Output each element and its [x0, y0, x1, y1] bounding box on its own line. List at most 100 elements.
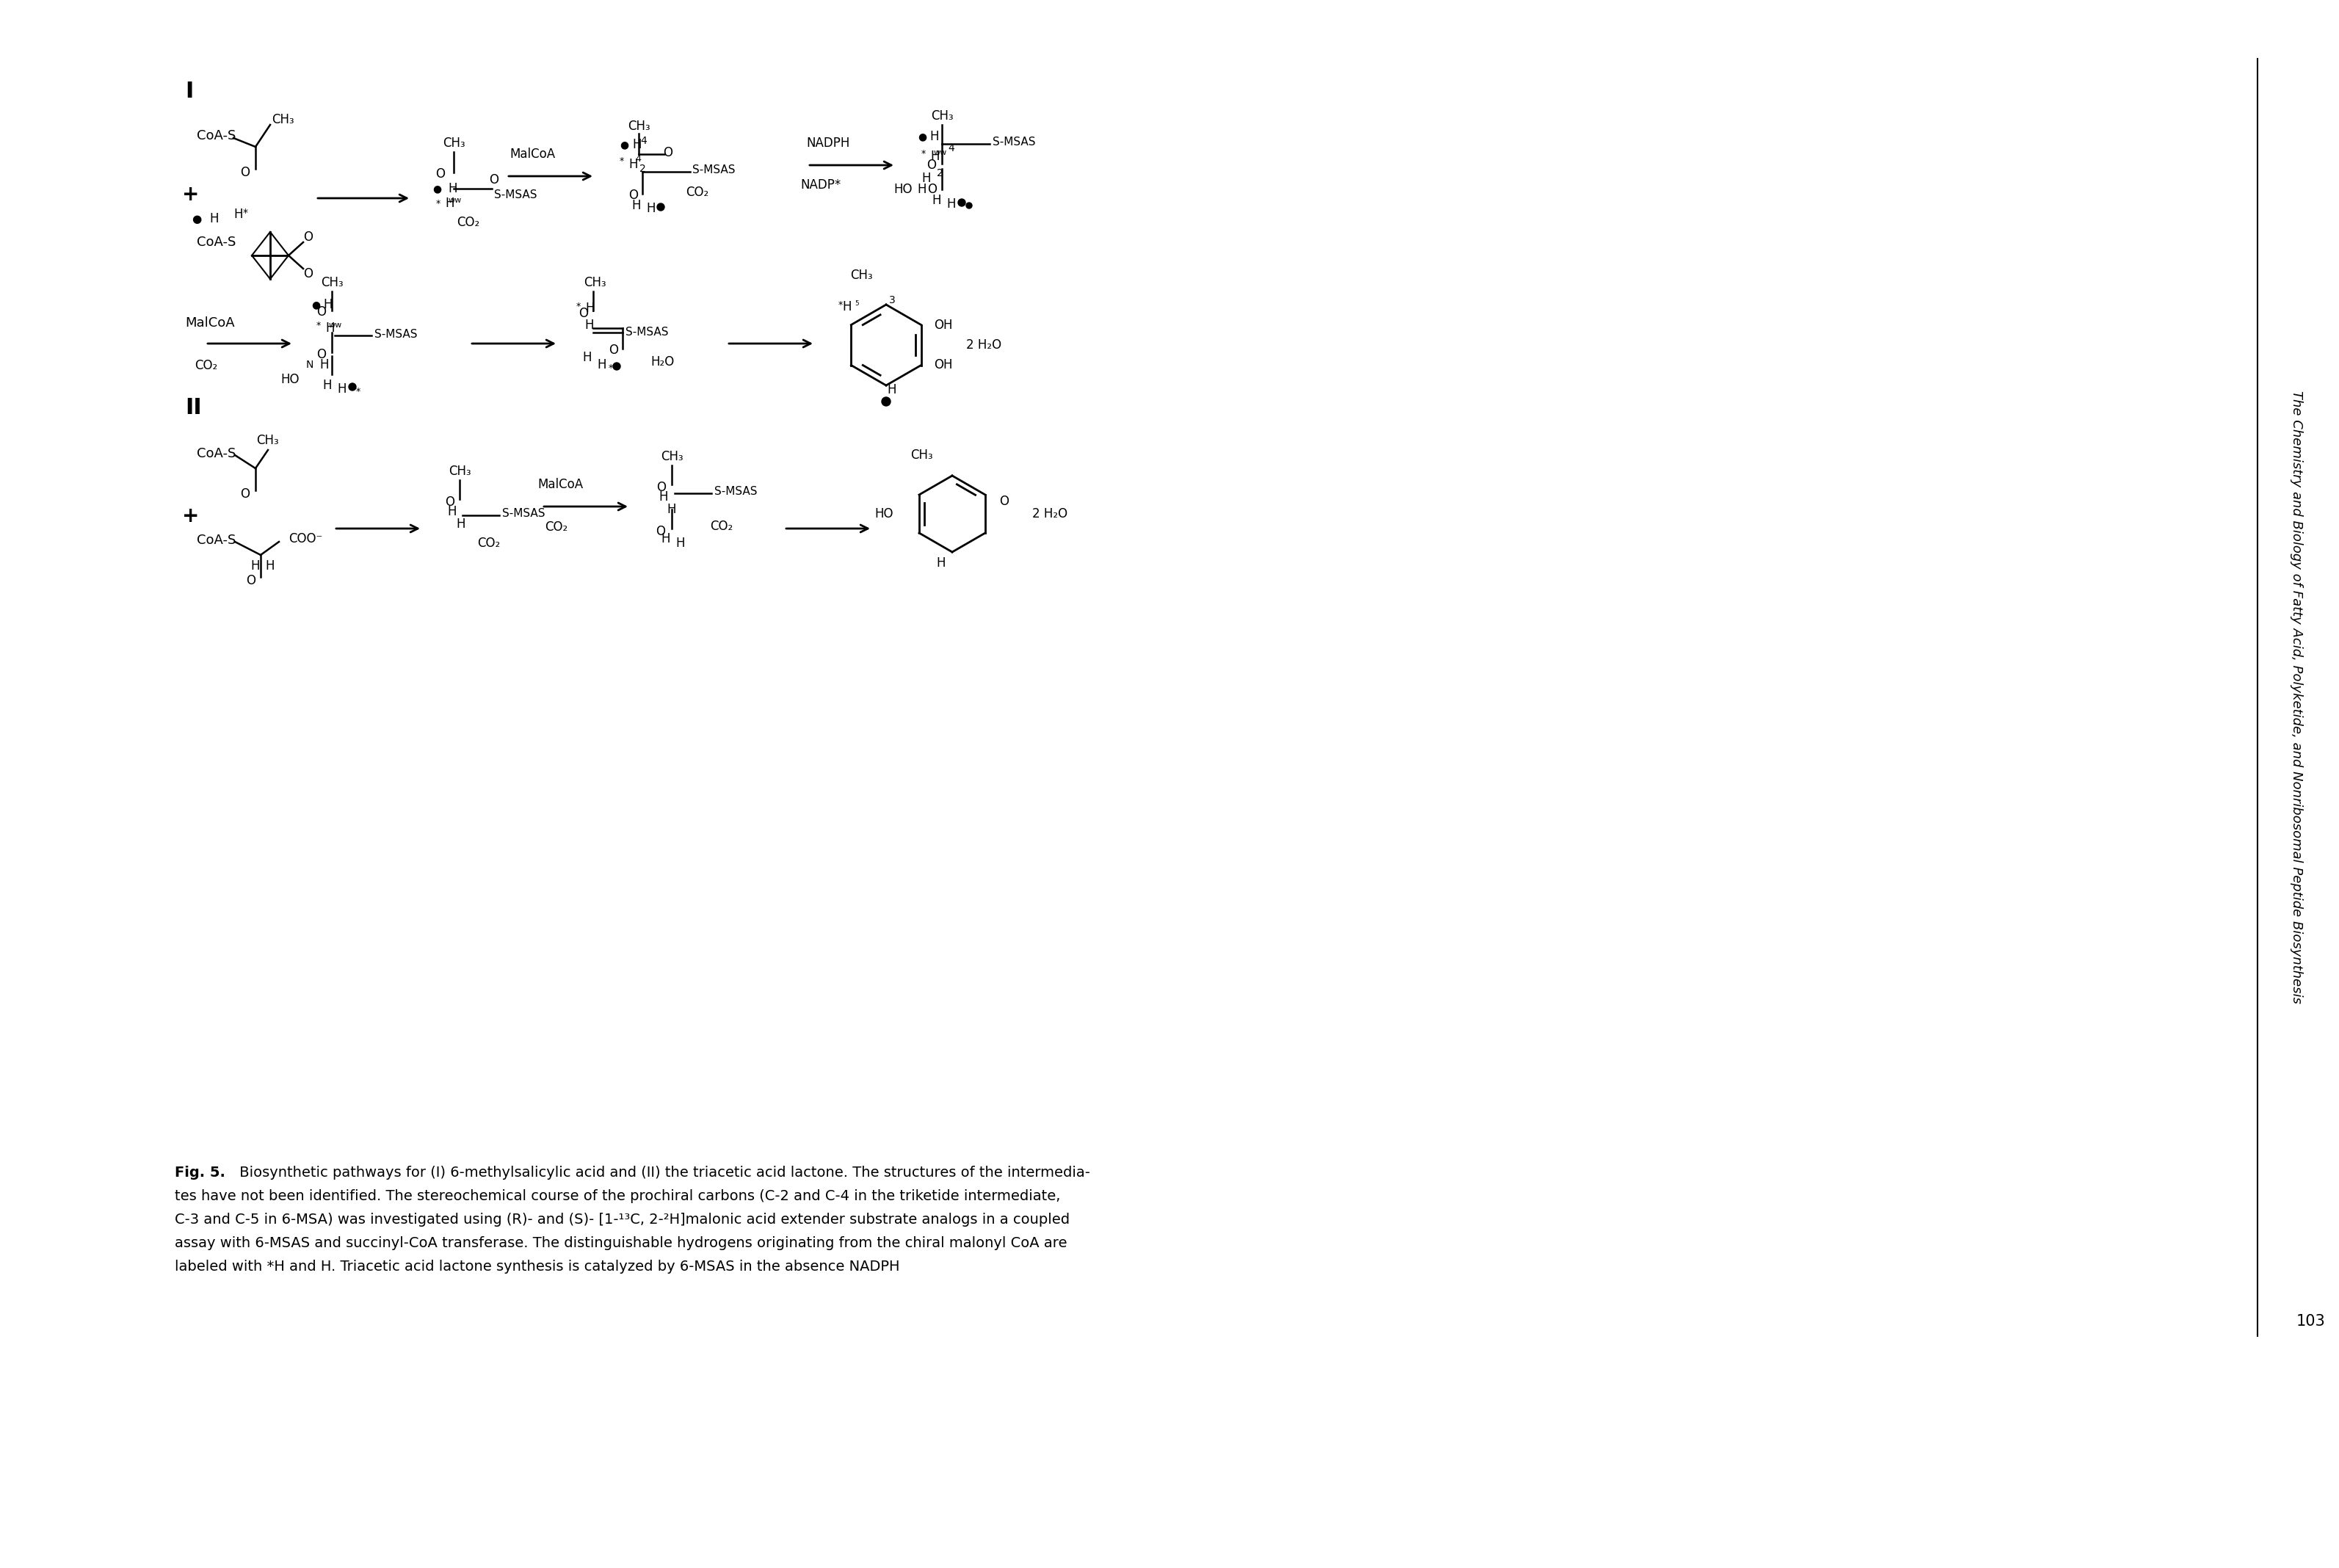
Text: H: H: [585, 301, 594, 315]
Text: I: I: [185, 80, 194, 102]
Text: MalCoA: MalCoA: [538, 478, 582, 491]
Text: O: O: [629, 188, 639, 202]
Ellipse shape: [959, 199, 966, 207]
Text: *: *: [922, 149, 926, 158]
Text: *: *: [620, 157, 625, 166]
Text: CH₃: CH₃: [255, 434, 278, 447]
Text: H: H: [676, 536, 685, 550]
Text: H: H: [325, 321, 334, 334]
Text: CoA-S: CoA-S: [196, 129, 236, 143]
Text: CH₃: CH₃: [449, 464, 470, 478]
Text: H: H: [267, 560, 274, 572]
Text: *: *: [608, 364, 613, 373]
Text: ●: ●: [917, 132, 926, 141]
Text: CH₃: CH₃: [910, 448, 933, 461]
Text: ●: ●: [620, 140, 629, 151]
Text: MalCoA: MalCoA: [185, 317, 234, 329]
Text: H: H: [660, 491, 669, 503]
Text: O: O: [246, 574, 255, 588]
Text: O: O: [929, 183, 938, 196]
Text: O: O: [304, 230, 313, 243]
Text: H: H: [931, 151, 940, 163]
Text: ₅: ₅: [854, 298, 858, 307]
Text: labeled with *H and H. Triacetic acid lactone synthesis is catalyzed by 6-MSAS i: labeled with *H and H. Triacetic acid la…: [175, 1259, 901, 1273]
Text: H: H: [646, 202, 655, 215]
Text: 3: 3: [889, 295, 896, 306]
Text: CO₂: CO₂: [194, 359, 218, 372]
Text: O: O: [489, 172, 498, 187]
Text: H: H: [250, 560, 260, 572]
Text: II: II: [185, 397, 201, 419]
Text: 103: 103: [2297, 1314, 2325, 1328]
Text: H: H: [929, 130, 938, 143]
Text: O: O: [608, 343, 617, 358]
Text: O: O: [926, 158, 936, 172]
Text: H: H: [323, 379, 332, 392]
Text: 2 H₂O: 2 H₂O: [966, 339, 1001, 351]
Text: O: O: [655, 525, 667, 538]
Text: CO₂: CO₂: [711, 519, 732, 533]
Text: O: O: [444, 495, 454, 508]
Text: CoA-S: CoA-S: [196, 447, 236, 461]
Text: H: H: [447, 182, 456, 196]
Text: CO₂: CO₂: [456, 216, 479, 229]
Text: COO⁻: COO⁻: [288, 532, 323, 546]
Text: H: H: [886, 383, 896, 397]
Text: O: O: [999, 495, 1008, 508]
Text: H: H: [596, 358, 606, 372]
Text: H: H: [662, 532, 671, 546]
Ellipse shape: [966, 202, 973, 209]
Text: H: H: [208, 212, 218, 226]
Text: *: *: [575, 301, 580, 310]
Text: +: +: [182, 185, 199, 205]
Text: CH₃: CH₃: [320, 276, 344, 289]
Text: ●: ●: [311, 299, 320, 310]
Text: H₂O: H₂O: [650, 356, 674, 368]
Text: H: H: [947, 198, 957, 210]
Text: H: H: [447, 505, 456, 519]
Text: H: H: [320, 358, 330, 372]
Text: H: H: [337, 383, 346, 395]
Text: HO: HO: [875, 508, 893, 521]
Text: assay with 6-MSAS and succinyl-CoA transferase. The distinguishable hydrogens or: assay with 6-MSAS and succinyl-CoA trans…: [175, 1236, 1067, 1250]
Text: The Chemistry and Biology of Fatty Acid, Polyketide, and Nonribosomal Peptide Bi: The Chemistry and Biology of Fatty Acid,…: [2290, 390, 2304, 1004]
Text: 2 H₂O: 2 H₂O: [1031, 508, 1067, 521]
Text: CoA-S: CoA-S: [196, 533, 236, 547]
Text: HO: HO: [281, 373, 299, 386]
Text: O: O: [435, 168, 444, 180]
Text: CO₂: CO₂: [685, 185, 709, 199]
Text: S-MSAS: S-MSAS: [992, 136, 1036, 147]
Text: H: H: [629, 158, 639, 171]
Text: 2: 2: [936, 168, 943, 179]
Text: S-MSAS: S-MSAS: [713, 486, 758, 497]
Text: O: O: [304, 267, 313, 281]
Text: H: H: [234, 207, 243, 221]
Text: *: *: [243, 207, 248, 218]
Text: O: O: [316, 348, 327, 361]
Text: H: H: [632, 199, 641, 212]
Text: 4: 4: [641, 136, 648, 146]
Text: ww: ww: [330, 321, 341, 329]
Text: H: H: [922, 172, 931, 185]
Text: H: H: [667, 503, 676, 516]
Text: CH₃: CH₃: [271, 113, 295, 127]
Text: H: H: [444, 196, 454, 210]
Ellipse shape: [613, 362, 620, 370]
Text: CH₃: CH₃: [582, 276, 606, 289]
Text: CH₃: CH₃: [442, 136, 465, 151]
Text: CH₃: CH₃: [627, 119, 650, 133]
Text: H: H: [582, 351, 592, 364]
Text: *: *: [356, 386, 360, 397]
Text: CO₂: CO₂: [545, 521, 568, 533]
Text: S-MSAS: S-MSAS: [374, 329, 416, 340]
Text: O: O: [241, 488, 250, 500]
Ellipse shape: [349, 383, 356, 390]
Text: CoA-S: CoA-S: [196, 235, 236, 249]
Text: *: *: [316, 320, 320, 329]
Text: N: N: [306, 359, 313, 370]
Text: O: O: [578, 307, 589, 320]
Text: MalCoA: MalCoA: [510, 147, 554, 162]
Text: CH₃: CH₃: [849, 268, 872, 282]
Text: O: O: [316, 306, 327, 318]
Text: ●: ●: [433, 183, 442, 194]
